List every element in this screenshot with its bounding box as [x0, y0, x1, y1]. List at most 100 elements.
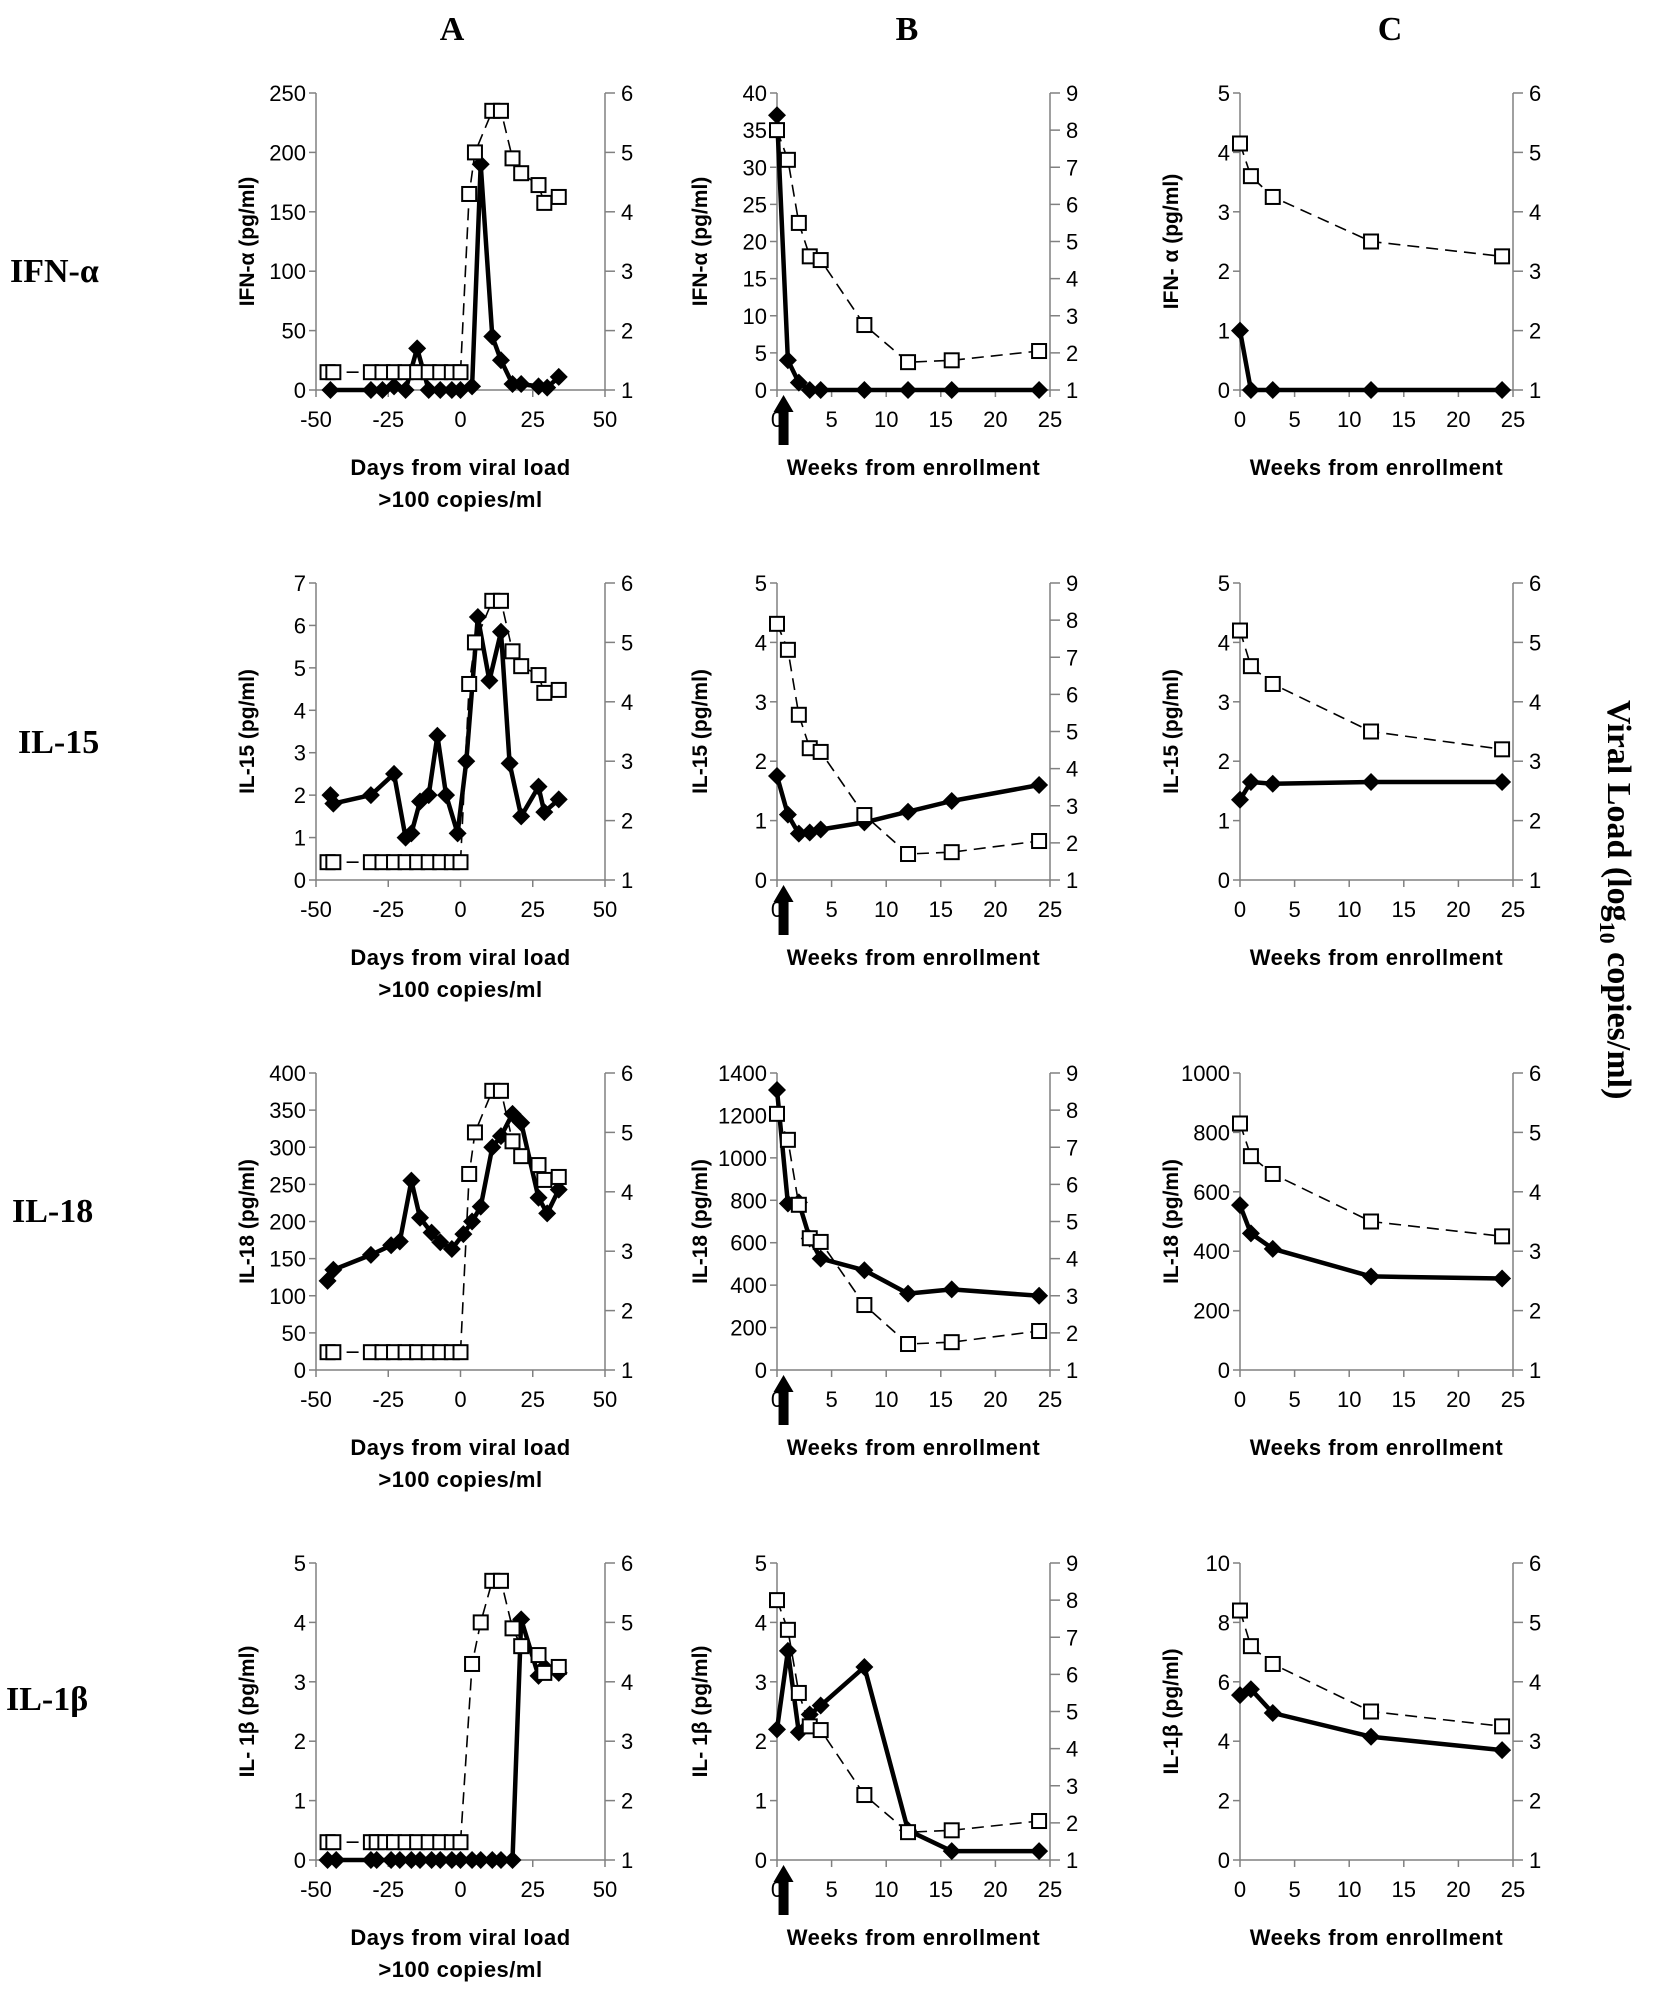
x-tick-label: 20 — [983, 897, 1007, 922]
cytokine-point — [448, 824, 467, 843]
y-tick-label-left: 15 — [743, 267, 767, 292]
cytokine-point — [789, 373, 808, 392]
y-tick-label-right: 4 — [1529, 1670, 1541, 1695]
y-axis-label: IL-15 (pg/ml) — [689, 669, 712, 794]
y-tick-label-right: 5 — [1529, 1610, 1541, 1635]
viral-load-point — [790, 214, 807, 231]
y-tick-label-left: 100 — [269, 1284, 306, 1309]
y-axis-label: IL-18 (pg/ml) — [236, 1159, 259, 1284]
viral-load-point — [1363, 723, 1380, 740]
y-tick-label-left: 10 — [743, 304, 767, 329]
viral-load-title-main: Viral Load (log — [1600, 700, 1637, 922]
x-tick-label: 15 — [1392, 1877, 1416, 1902]
y-tick-label-left: 50 — [282, 1321, 306, 1346]
cytokine-point — [942, 1280, 961, 1299]
y-tick-label-left: 800 — [1193, 1120, 1230, 1145]
viral-load-point — [504, 1133, 521, 1150]
cytokine-point — [1263, 1703, 1282, 1722]
cytokine-point — [512, 807, 531, 826]
y-tick-label-right: 5 — [1529, 1120, 1541, 1145]
y-tick-label-right: 2 — [621, 1789, 633, 1814]
viral-load-point — [943, 1334, 960, 1351]
y-tick-label-right: 4 — [1066, 757, 1078, 782]
treatment-arrow-icon — [773, 885, 794, 935]
y-tick-label-left: 4 — [1218, 630, 1230, 655]
cytokine-point — [811, 1249, 830, 1268]
cytokine-point — [1362, 1267, 1381, 1286]
y-tick-label-right: 2 — [621, 1299, 633, 1324]
viral-load-point — [536, 684, 553, 701]
cytokine-point — [483, 327, 502, 346]
x-tick-label: 10 — [1337, 1877, 1361, 1902]
x-tick-label: 50 — [593, 1387, 617, 1412]
cytokine-point — [778, 1641, 797, 1660]
y-tick-label-left: 4 — [1218, 140, 1230, 165]
y-axis-label: IL-18 (pg/ml) — [689, 1159, 712, 1284]
cytokine-point — [768, 106, 786, 125]
viral-load-point — [1232, 622, 1248, 639]
viral-load-point — [1031, 343, 1048, 360]
cytokine-point — [778, 805, 797, 824]
cytokine-point — [491, 351, 510, 370]
y-tick-label-right: 1 — [1066, 378, 1078, 403]
viral-load-point — [812, 1233, 829, 1250]
cytokine-point — [468, 607, 487, 626]
y-tick-label-left: 200 — [269, 140, 306, 165]
viral-load-point — [550, 681, 567, 698]
y-tick-label-right: 4 — [1066, 1247, 1078, 1272]
y-tick-label-left: 20 — [743, 230, 767, 255]
viral-load-point — [943, 352, 960, 369]
cytokine-point — [431, 1851, 450, 1869]
x-tick-label: 0 — [454, 1387, 466, 1412]
viral-load-point — [790, 1684, 807, 1701]
cytokine-point — [431, 381, 450, 399]
cytokine-point — [899, 381, 918, 399]
y-tick-label-right: 4 — [621, 200, 633, 225]
y-tick-label-right: 3 — [1529, 1729, 1541, 1754]
cytokine-point — [1231, 321, 1249, 340]
y-tick-label-left: 0 — [1218, 868, 1230, 893]
x-tick-label: 50 — [593, 1877, 617, 1902]
viral-load-point — [536, 194, 553, 211]
viral-load-point — [943, 844, 960, 861]
cytokine-point — [1493, 1741, 1512, 1760]
y-tick-label-left: 1 — [294, 826, 306, 851]
y-tick-label-left: 350 — [269, 1098, 306, 1123]
x-tick-label: 10 — [874, 1877, 898, 1902]
cytokine-point — [538, 1204, 557, 1223]
cytokine-point — [768, 1720, 786, 1739]
y-tick-label-left: 1 — [755, 1789, 767, 1814]
viral-load-point — [1264, 188, 1281, 205]
y-tick-label-left: 0 — [1218, 378, 1230, 403]
y-tick-label-left: 2 — [1218, 749, 1230, 774]
viral-load-point — [1242, 1148, 1259, 1165]
y-tick-label-left: 100 — [269, 259, 306, 284]
viral-load-point — [1031, 1323, 1048, 1340]
y-tick-label-right: 4 — [1529, 200, 1541, 225]
y-tick-label-left: 1 — [755, 809, 767, 834]
x-axis-label: >100 copies/ml — [378, 1467, 542, 1492]
x-tick-label: -25 — [372, 1877, 404, 1902]
cytokine-point — [899, 1284, 918, 1303]
x-axis-label: Weeks from enrollment — [787, 1925, 1041, 1950]
y-tick-label-left: 1200 — [718, 1103, 767, 1128]
cytokine-point — [855, 1657, 874, 1676]
y-axis-label: IL-1β (pg/ml) — [1160, 1649, 1183, 1775]
y-tick-label-left: 10 — [1206, 1551, 1230, 1576]
y-tick-label-left: 5 — [1218, 81, 1230, 106]
x-tick-label: 15 — [929, 1877, 953, 1902]
y-tick-label-right: 4 — [621, 1180, 633, 1205]
y-tick-label-right: 3 — [621, 749, 633, 774]
cytokine-point — [811, 1696, 830, 1715]
viral-load-point — [472, 1614, 489, 1631]
cytokine-point — [1263, 774, 1282, 793]
cytokine-point — [800, 381, 819, 399]
y-tick-label-right: 5 — [1066, 1700, 1078, 1725]
cytokine-point — [500, 754, 519, 773]
chart-panel-a-il18: 0 50 100 150 200 250 300 350 400 1 2 3 4 5 6 -50 -25 0 25 5… — [236, 1061, 633, 1492]
cytokine-point — [1263, 381, 1282, 399]
viral-load-point — [812, 743, 829, 760]
x-tick-label: -25 — [372, 1387, 404, 1412]
